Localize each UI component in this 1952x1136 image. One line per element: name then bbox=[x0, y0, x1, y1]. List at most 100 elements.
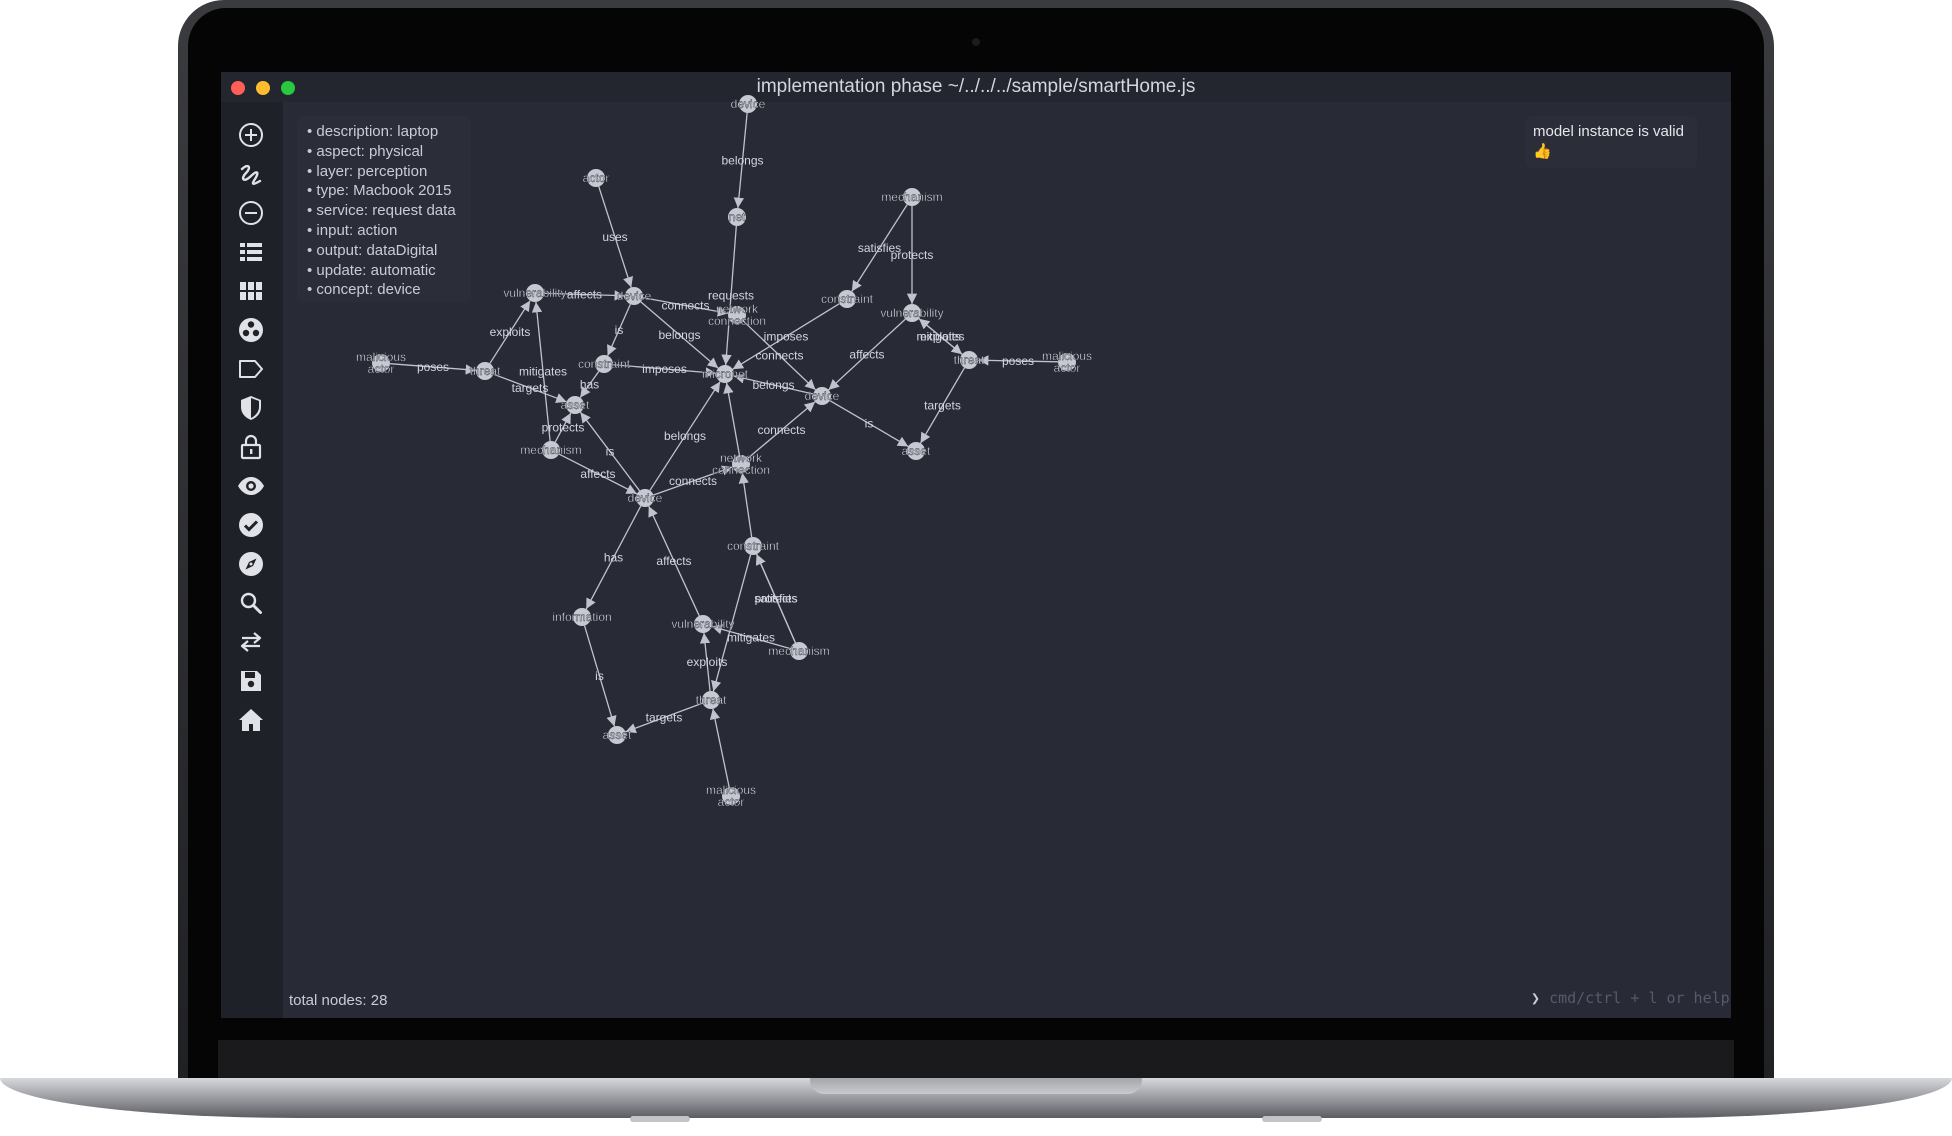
graph-edge[interactable] bbox=[733, 373, 814, 395]
graph-edge[interactable] bbox=[743, 320, 816, 391]
graph-edge[interactable] bbox=[649, 381, 721, 491]
graph-node[interactable]: net bbox=[728, 208, 746, 226]
graph-edge[interactable] bbox=[598, 186, 634, 288]
graph-node[interactable]: micronet bbox=[702, 365, 749, 383]
compass-icon[interactable] bbox=[234, 547, 268, 581]
graph-edge[interactable] bbox=[625, 702, 703, 734]
graph-edge[interactable] bbox=[612, 364, 717, 378]
node-circle[interactable] bbox=[728, 306, 746, 324]
graph-edge[interactable] bbox=[585, 505, 642, 610]
node-circle[interactable] bbox=[636, 489, 654, 507]
node-circle[interactable] bbox=[542, 441, 560, 459]
node-circle[interactable] bbox=[907, 442, 925, 460]
graph-edge[interactable] bbox=[738, 472, 753, 538]
node-circle[interactable] bbox=[702, 691, 720, 709]
zoom-window-button[interactable] bbox=[281, 81, 295, 95]
graph-node[interactable]: asset bbox=[560, 396, 590, 414]
node-circle[interactable] bbox=[566, 396, 584, 414]
graph-node[interactable]: mechanism bbox=[520, 441, 582, 459]
graph-node[interactable]: device bbox=[627, 489, 663, 507]
graph-edge[interactable] bbox=[489, 300, 531, 364]
node-circle[interactable] bbox=[694, 615, 712, 633]
graph-edge[interactable] bbox=[640, 301, 719, 369]
graph-edge[interactable] bbox=[642, 296, 729, 317]
node-circle[interactable] bbox=[1058, 353, 1076, 371]
graph-edge[interactable] bbox=[648, 505, 700, 617]
graph-edge[interactable] bbox=[723, 382, 741, 456]
node-circle[interactable] bbox=[903, 304, 921, 322]
graph-node[interactable]: constraint bbox=[821, 290, 874, 308]
remove-circle-icon[interactable] bbox=[234, 196, 268, 230]
graph-edge[interactable] bbox=[747, 401, 816, 459]
node-circle[interactable] bbox=[960, 351, 978, 369]
graph-node[interactable]: information bbox=[552, 608, 612, 626]
graph-node[interactable]: threat bbox=[953, 351, 985, 369]
graph-edge[interactable] bbox=[709, 708, 730, 788]
graph-edge[interactable] bbox=[579, 411, 641, 492]
node-circle[interactable] bbox=[903, 188, 921, 206]
cluster-icon[interactable] bbox=[234, 313, 268, 347]
graph-edge[interactable] bbox=[756, 553, 796, 644]
add-circle-icon[interactable] bbox=[234, 118, 268, 152]
graph-edge[interactable] bbox=[653, 465, 733, 496]
graph-edge[interactable] bbox=[711, 554, 752, 692]
graph-edge[interactable] bbox=[732, 303, 840, 370]
graph-node[interactable]: mechanism bbox=[768, 642, 830, 660]
graph-canvas[interactable]: belongs requests uses affects connects belong… bbox=[221, 72, 1731, 1018]
draw-link-icon[interactable] bbox=[234, 157, 268, 191]
graph-node[interactable]: actor bbox=[582, 169, 610, 187]
graph-node[interactable]: asset bbox=[901, 442, 931, 460]
check-circle-icon[interactable] bbox=[234, 508, 268, 542]
node-circle[interactable] bbox=[372, 354, 390, 372]
node-circle[interactable] bbox=[716, 365, 734, 383]
swap-arrows-icon[interactable] bbox=[234, 625, 268, 659]
node-circle[interactable] bbox=[625, 287, 643, 305]
graph-edge[interactable] bbox=[543, 290, 626, 301]
close-window-button[interactable] bbox=[231, 81, 245, 95]
node-circle[interactable] bbox=[739, 95, 757, 113]
list-icon[interactable] bbox=[234, 235, 268, 269]
search-icon[interactable] bbox=[234, 586, 268, 620]
graph-edge[interactable] bbox=[531, 301, 551, 442]
node-circle[interactable] bbox=[722, 787, 740, 805]
graph-node[interactable]: vulnerability bbox=[503, 284, 567, 302]
graph-edge[interactable] bbox=[851, 204, 908, 292]
graph-node[interactable]: device bbox=[616, 287, 652, 305]
node-circle[interactable] bbox=[728, 208, 746, 226]
command-input[interactable]: cmd/ctrl + l or help bbox=[1549, 989, 1730, 1007]
node-circle[interactable] bbox=[838, 290, 856, 308]
shield-icon[interactable] bbox=[234, 391, 268, 425]
graph-node[interactable]: threat bbox=[695, 691, 727, 709]
graph-edge[interactable] bbox=[699, 632, 711, 692]
node-circle[interactable] bbox=[732, 455, 750, 473]
graph-edge[interactable] bbox=[493, 373, 567, 404]
graph-edge[interactable] bbox=[977, 355, 1059, 366]
grid-icon[interactable] bbox=[234, 274, 268, 308]
graph-edge[interactable] bbox=[554, 412, 572, 443]
graph-edge[interactable] bbox=[829, 399, 909, 448]
graph-node[interactable]: constraint bbox=[578, 355, 631, 373]
graph-node[interactable]: device bbox=[730, 95, 766, 113]
eye-icon[interactable] bbox=[234, 469, 268, 503]
graph-node[interactable]: mechanism bbox=[881, 188, 943, 206]
node-circle[interactable] bbox=[573, 608, 591, 626]
graph-edge[interactable] bbox=[721, 225, 737, 366]
graph-node[interactable]: vulnerability bbox=[880, 304, 944, 322]
tag-icon[interactable] bbox=[234, 352, 268, 386]
graph-node[interactable]: threat bbox=[469, 362, 501, 380]
graph-edge[interactable] bbox=[558, 453, 638, 495]
lock-icon[interactable] bbox=[234, 430, 268, 464]
node-circle[interactable] bbox=[587, 169, 605, 187]
node-circle[interactable] bbox=[744, 537, 762, 555]
graph-edge[interactable] bbox=[828, 318, 906, 391]
node-circle[interactable] bbox=[790, 642, 808, 660]
node-circle[interactable] bbox=[526, 284, 544, 302]
graph-edge[interactable] bbox=[579, 370, 600, 399]
node-circle[interactable] bbox=[595, 355, 613, 373]
command-prompt[interactable]: ❯ cmd/ctrl + l or help bbox=[1531, 989, 1730, 1007]
graph-edge[interactable] bbox=[918, 318, 963, 355]
